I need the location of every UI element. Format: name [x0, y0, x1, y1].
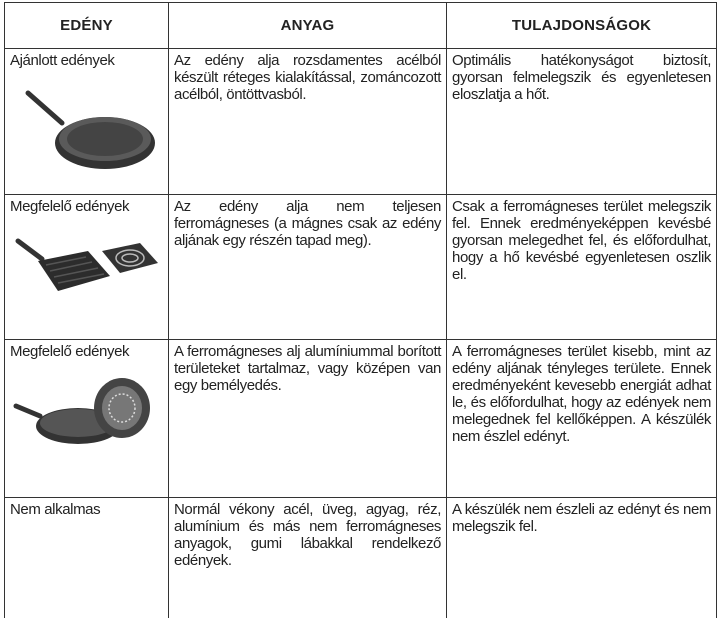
cell: Ajánlott edények — [4, 48, 169, 195]
cell: A ferromágneses terület kisebb, mint az … — [446, 339, 717, 498]
header-cell: EDÉNY — [4, 2, 169, 49]
header-cell: TULAJDONSÁGOK — [446, 2, 717, 49]
cell: Az edény alja nem teljesen ferromágneses… — [168, 194, 447, 340]
cell-text: Ajánlott edények — [10, 52, 115, 69]
cell-text: Megfelelő edények — [10, 198, 130, 215]
cell: A ferromágneses alj alumíniummal borítot… — [168, 339, 447, 498]
pan-icon — [13, 378, 150, 444]
table-row: Megfelelő edények A ferromágneses alj al… — [4, 339, 717, 498]
pan-icon — [25, 90, 155, 169]
cookware-table: EDÉNY ANYAG TULAJDONSÁGOK Ajánlott edény… — [4, 2, 717, 618]
header-row: EDÉNY ANYAG TULAJDONSÁGOK — [4, 2, 717, 49]
table-row: Ajánlott edények Az edény alja rozsdamen… — [4, 48, 717, 195]
cell: A készülék nem észleli az edényt és nem … — [446, 497, 717, 618]
table-row: Nem alkalmas Normál vékony acél, üveg, a… — [4, 497, 717, 618]
pan-icon — [15, 238, 158, 291]
cell: Optimális hatékonyságot biztosít, gyorsa… — [446, 48, 717, 195]
cell: Csak a ferromágneses terület melegszik f… — [446, 194, 717, 340]
cell: Az edény alja rozsdamentes acélból készü… — [168, 48, 447, 195]
cell: Nem alkalmas — [4, 497, 169, 618]
cell: Megfelelő edények — [4, 194, 169, 340]
header-cell: ANYAG — [168, 2, 447, 49]
table-row: Megfelelő edények Az edény alja nem telj… — [4, 194, 717, 340]
cell: Normál vékony acél, üveg, agyag, réz, al… — [168, 497, 447, 618]
cell: Megfelelő edények — [4, 339, 169, 498]
cell-text: Megfelelő edények — [10, 343, 130, 360]
